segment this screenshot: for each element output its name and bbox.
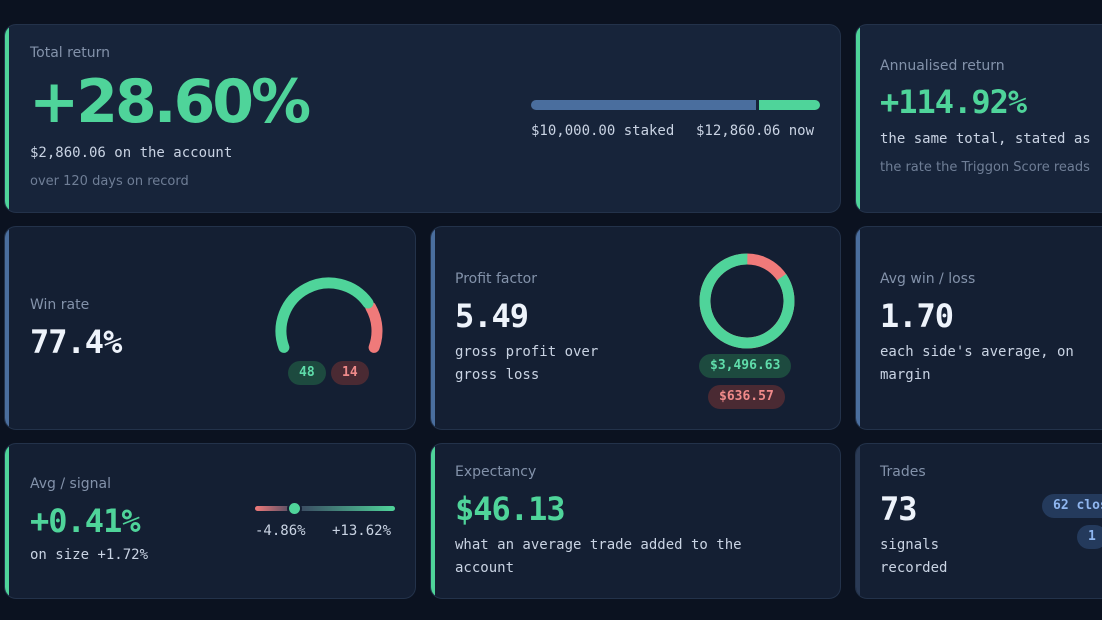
stake-progress-bar xyxy=(531,100,820,110)
profit-factor-card: Profit factor 5.49 gross profit over gro… xyxy=(430,226,841,430)
expectancy-line1: what an average trade added to the xyxy=(455,537,742,553)
card-label: Expectancy xyxy=(455,464,537,480)
card-accent xyxy=(5,227,9,429)
avg-win-loss-card: Avg win / loss 1.70 each side's average,… xyxy=(855,226,1102,430)
avg-win-loss-line1: each side's average, on xyxy=(880,344,1074,360)
trades-card: Trades 73 signals recorded 62 clos 1 xyxy=(855,443,1102,599)
profit-factor-line2: gross loss xyxy=(455,367,540,383)
card-label: Total return xyxy=(30,45,110,61)
card-accent xyxy=(431,227,435,429)
trades-line2: recorded xyxy=(880,560,948,576)
period-text: over 120 days on record xyxy=(30,174,189,189)
win-rate-gauge xyxy=(275,277,383,353)
card-label: Avg / signal xyxy=(30,476,111,492)
card-label: Win rate xyxy=(30,297,90,313)
losses-badge: 14 xyxy=(331,361,369,385)
open-trades-badge: 1 xyxy=(1077,525,1102,549)
card-accent xyxy=(5,25,9,212)
closed-trades-badge: 62 clos xyxy=(1042,494,1102,518)
donut-profit-ring xyxy=(699,253,795,349)
gross-loss-badge: $636.57 xyxy=(708,385,785,409)
card-label: Annualised return xyxy=(880,58,1005,74)
card-label: Profit factor xyxy=(455,271,537,287)
trades-value: 73 xyxy=(880,490,918,528)
trades-line1: signals xyxy=(880,537,940,553)
expectancy-value: $46.13 xyxy=(455,490,566,528)
profit-factor-line1: gross profit over xyxy=(455,344,599,360)
avg-signal-card: Avg / signal +0.41% on size +1.72% -4.86… xyxy=(4,443,416,599)
profit-factor-value: 5.49 xyxy=(455,297,529,335)
total-return-value: +28.60% xyxy=(29,67,311,137)
card-accent xyxy=(856,444,860,598)
total-return-card: Total return +28.60% $2,860.06 on the ac… xyxy=(4,24,841,213)
annualised-line2: the rate the Triggon Score reads xyxy=(880,160,1090,175)
now-label: $12,860.06 now xyxy=(696,123,815,139)
staked-segment xyxy=(531,100,756,110)
card-accent xyxy=(431,444,435,598)
staked-label: $10,000.00 staked xyxy=(531,123,675,139)
gauge-loss-arc xyxy=(365,301,383,353)
avg-win-loss-value: 1.70 xyxy=(880,297,954,335)
gross-profit-badge: $3,496.63 xyxy=(699,354,792,378)
profit-factor-donut xyxy=(699,253,795,349)
annualised-line1: the same total, stated as xyxy=(880,131,1091,147)
win-rate-value: 77.4% xyxy=(30,323,122,361)
card-accent xyxy=(5,444,9,598)
range-max-label: +13.62% xyxy=(332,523,392,539)
account-gain-text: $2,860.06 on the account xyxy=(30,145,233,161)
wins-badge: 48 xyxy=(288,361,326,385)
avg-win-loss-line2: margin xyxy=(880,367,931,383)
avg-signal-line1: on size +1.72% xyxy=(30,547,149,563)
gain-segment xyxy=(759,100,820,110)
range-min-label: -4.86% xyxy=(255,523,306,539)
annualised-return-card: Annualised return +114.92% the same tota… xyxy=(855,24,1102,213)
card-label: Trades xyxy=(880,464,926,480)
avg-marker xyxy=(287,501,303,516)
card-accent xyxy=(856,25,860,212)
card-accent xyxy=(856,227,860,429)
annualised-value: +114.92% xyxy=(880,83,1027,121)
expectancy-line2: account xyxy=(455,560,515,576)
avg-signal-value: +0.41% xyxy=(30,502,141,540)
signal-range-bar xyxy=(255,501,395,516)
win-rate-card: Win rate 77.4% 48 14 xyxy=(4,226,416,430)
gauge-win-arc xyxy=(275,277,374,353)
expectancy-card: Expectancy $46.13 what an average trade … xyxy=(430,443,841,599)
card-label: Avg win / loss xyxy=(880,271,976,287)
